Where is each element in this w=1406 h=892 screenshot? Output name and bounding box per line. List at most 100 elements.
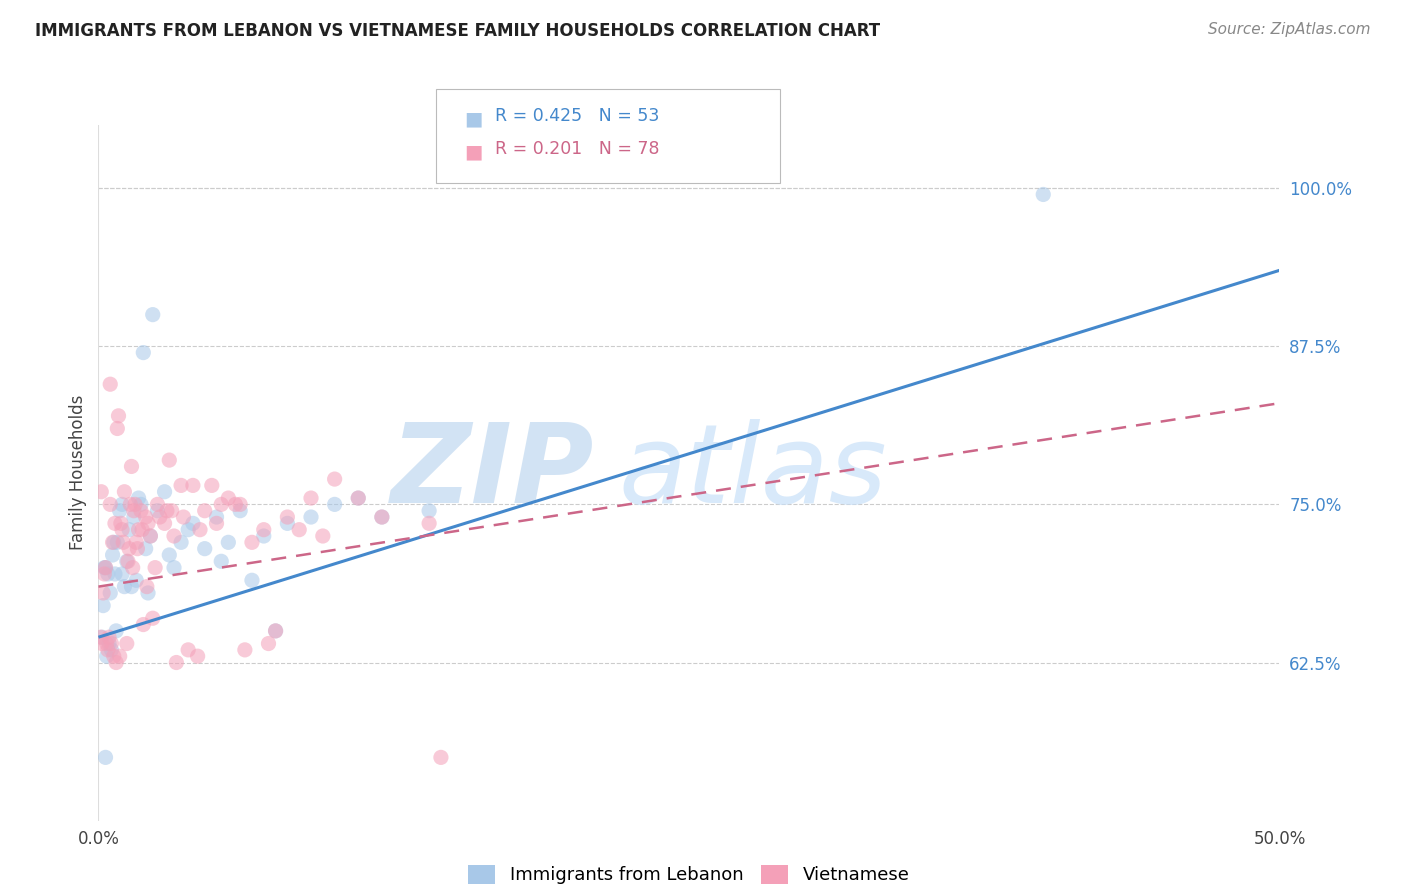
- Point: [96, 636, 118, 650]
- Point: [128, 523, 150, 537]
- Point: [209, 497, 232, 511]
- Point: [253, 529, 276, 543]
- Point: [136, 516, 159, 531]
- Point: [103, 649, 125, 664]
- Point: [240, 535, 263, 549]
- Point: [177, 643, 200, 657]
- Point: [112, 484, 135, 499]
- Point: [94, 560, 117, 574]
- Point: [124, 497, 146, 511]
- Point: [132, 617, 155, 632]
- Point: [143, 560, 166, 574]
- Point: [91, 636, 114, 650]
- Point: [229, 504, 252, 518]
- Point: [122, 504, 145, 518]
- Point: [90, 630, 112, 644]
- Point: [112, 580, 135, 594]
- Point: [129, 497, 152, 511]
- Point: [105, 656, 128, 670]
- Point: [181, 516, 204, 531]
- Point: [165, 656, 187, 670]
- Point: [94, 750, 117, 764]
- Point: [128, 491, 150, 505]
- Point: [240, 574, 263, 588]
- Point: [91, 630, 114, 644]
- Point: [253, 523, 276, 537]
- Point: [118, 541, 141, 556]
- Point: [97, 643, 120, 657]
- Point: [347, 491, 370, 505]
- Point: [153, 516, 176, 531]
- Point: [371, 510, 394, 524]
- Point: [209, 554, 232, 568]
- Point: [104, 516, 127, 531]
- Point: [264, 624, 287, 638]
- Point: [224, 497, 246, 511]
- Point: [170, 535, 193, 549]
- Point: [229, 497, 252, 511]
- Point: [90, 484, 112, 499]
- Point: [105, 535, 128, 549]
- Point: [111, 566, 134, 581]
- Point: [98, 497, 121, 511]
- Legend: Immigrants from Lebanon, Vietnamese: Immigrants from Lebanon, Vietnamese: [461, 858, 917, 892]
- Point: [101, 548, 124, 562]
- Point: [122, 510, 145, 524]
- Point: [96, 649, 118, 664]
- Point: [135, 510, 157, 524]
- Point: [98, 636, 121, 650]
- Point: [146, 504, 169, 518]
- Point: [98, 586, 121, 600]
- Point: [201, 478, 224, 492]
- Point: [205, 510, 228, 524]
- Text: atlas: atlas: [619, 419, 887, 526]
- Point: [156, 504, 179, 518]
- Point: [127, 541, 149, 556]
- Point: [118, 523, 141, 537]
- Text: Source: ZipAtlas.com: Source: ZipAtlas.com: [1208, 22, 1371, 37]
- Point: [312, 529, 335, 543]
- Point: [135, 541, 157, 556]
- Point: [163, 560, 186, 574]
- Point: [120, 497, 142, 511]
- Text: ■: ■: [464, 110, 482, 128]
- Point: [233, 643, 256, 657]
- Point: [1032, 187, 1054, 202]
- Point: [108, 504, 131, 518]
- Point: [139, 529, 162, 543]
- Point: [217, 491, 239, 505]
- Point: [131, 523, 153, 537]
- Point: [276, 516, 298, 531]
- Point: [177, 523, 200, 537]
- Point: [103, 535, 125, 549]
- Point: [194, 541, 217, 556]
- Point: [97, 566, 120, 581]
- Point: [112, 535, 135, 549]
- Point: [217, 535, 239, 549]
- Point: [136, 586, 159, 600]
- Point: [107, 409, 129, 423]
- Text: ■: ■: [464, 143, 482, 161]
- Point: [160, 504, 183, 518]
- Point: [91, 586, 114, 600]
- Point: [135, 580, 157, 594]
- Point: [172, 510, 194, 524]
- Point: [323, 497, 346, 511]
- Point: [111, 523, 134, 537]
- Point: [93, 560, 115, 574]
- Point: [125, 535, 148, 549]
- Point: [115, 636, 138, 650]
- Point: [146, 497, 169, 511]
- Point: [142, 611, 165, 625]
- Point: [125, 574, 148, 588]
- Point: [105, 624, 128, 638]
- Point: [149, 510, 172, 524]
- Point: [418, 516, 440, 531]
- Text: IMMIGRANTS FROM LEBANON VS VIETNAMESE FAMILY HOUSEHOLDS CORRELATION CHART: IMMIGRANTS FROM LEBANON VS VIETNAMESE FA…: [35, 22, 880, 40]
- Point: [181, 478, 204, 492]
- Point: [108, 649, 131, 664]
- Point: [111, 497, 134, 511]
- Point: [205, 516, 228, 531]
- Point: [93, 566, 115, 581]
- Point: [187, 649, 209, 664]
